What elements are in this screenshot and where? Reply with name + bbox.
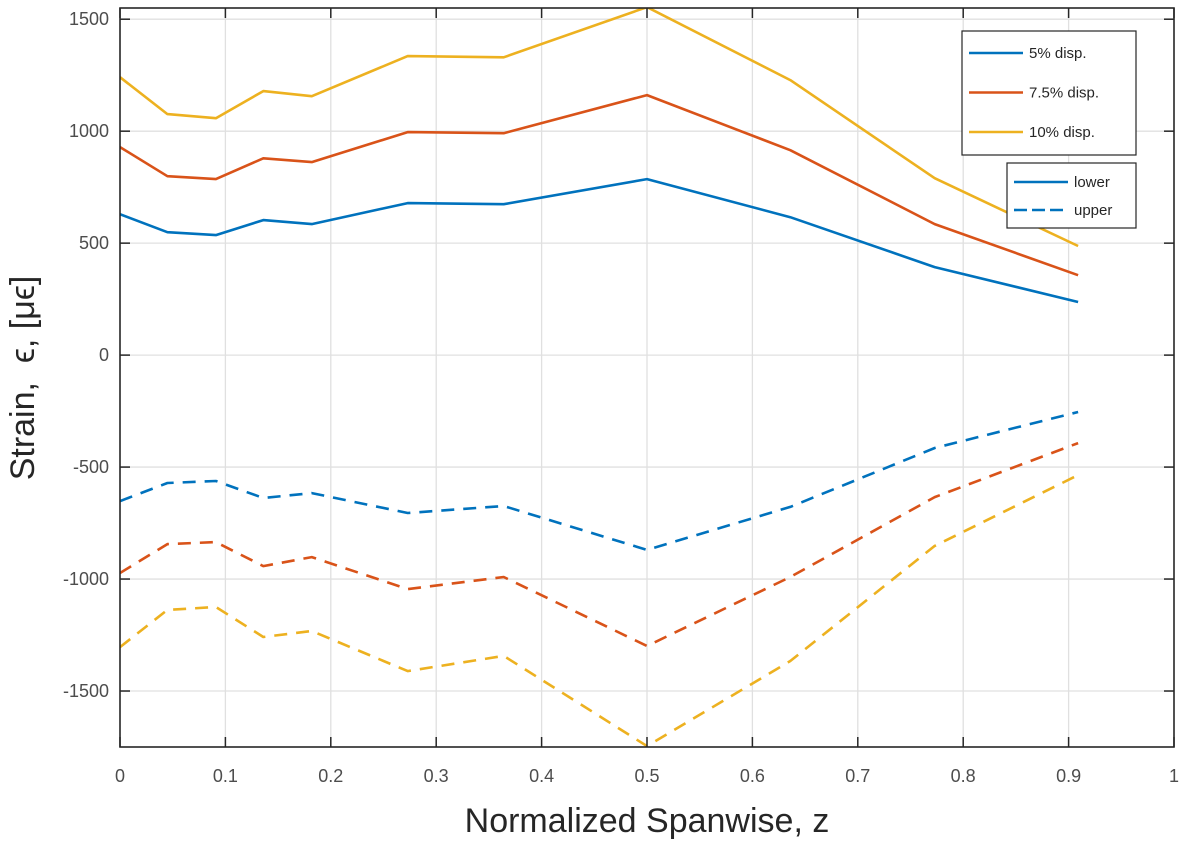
x-tick-label: 0.5 [634,766,659,786]
x-tick-label: 0.2 [318,766,343,786]
y-tick-label: 1500 [69,9,109,29]
y-tick-labels: -1500 -1000 -500 0 500 1000 1500 [63,9,109,701]
legend-label: 10% disp. [1029,124,1095,141]
legend-label: lower [1074,174,1110,191]
series-line-10-disp-lower [120,8,1079,248]
x-tick-label: 1 [1169,766,1179,786]
x-tick-label: 0.3 [424,766,449,786]
x-tick-label: 0.7 [845,766,870,786]
series-line-10-disp-upper [120,473,1079,747]
series-line-5-disp-upper [120,410,1079,552]
legend-surface: lower upper [1006,162,1137,229]
legend-label: upper [1074,202,1112,219]
x-tick-label: 0 [115,766,125,786]
series-line-7-5-disp-lower [120,93,1079,277]
y-tick-label: -1000 [63,569,109,589]
y-tick-label: -500 [73,457,109,477]
legend-label: 5% disp. [1029,45,1087,62]
legend-box [1006,162,1137,229]
x-tick-label: 0.1 [213,766,238,786]
y-axis-label: Strain, ϵ, [μϵ] [4,276,42,481]
x-tick-label: 0.4 [529,766,554,786]
legend-label: 7.5% disp. [1029,85,1099,102]
series-layer [120,8,1079,747]
y-tick-label: 0 [99,345,109,365]
x-axis-label: Normalized Spanwise, z [465,802,830,840]
legend-displacement: 5% disp. 7.5% disp. 10% disp. [961,30,1137,156]
axis-ticks [119,8,1175,747]
x-tick-label: 0.9 [1056,766,1081,786]
y-tick-label: -1500 [63,681,109,701]
y-tick-label: 1000 [69,121,109,141]
y-tick-label: 500 [79,233,109,253]
x-tick-label: 0.6 [740,766,765,786]
grid-lines [120,8,1174,747]
series-line-5-disp-lower [120,177,1079,304]
series-line-7-5-disp-upper [120,441,1079,648]
x-tick-label: 0.8 [951,766,976,786]
x-tick-labels: 0 0.1 0.2 0.3 0.4 0.5 0.6 0.7 0.8 0.9 1 [115,766,1179,786]
